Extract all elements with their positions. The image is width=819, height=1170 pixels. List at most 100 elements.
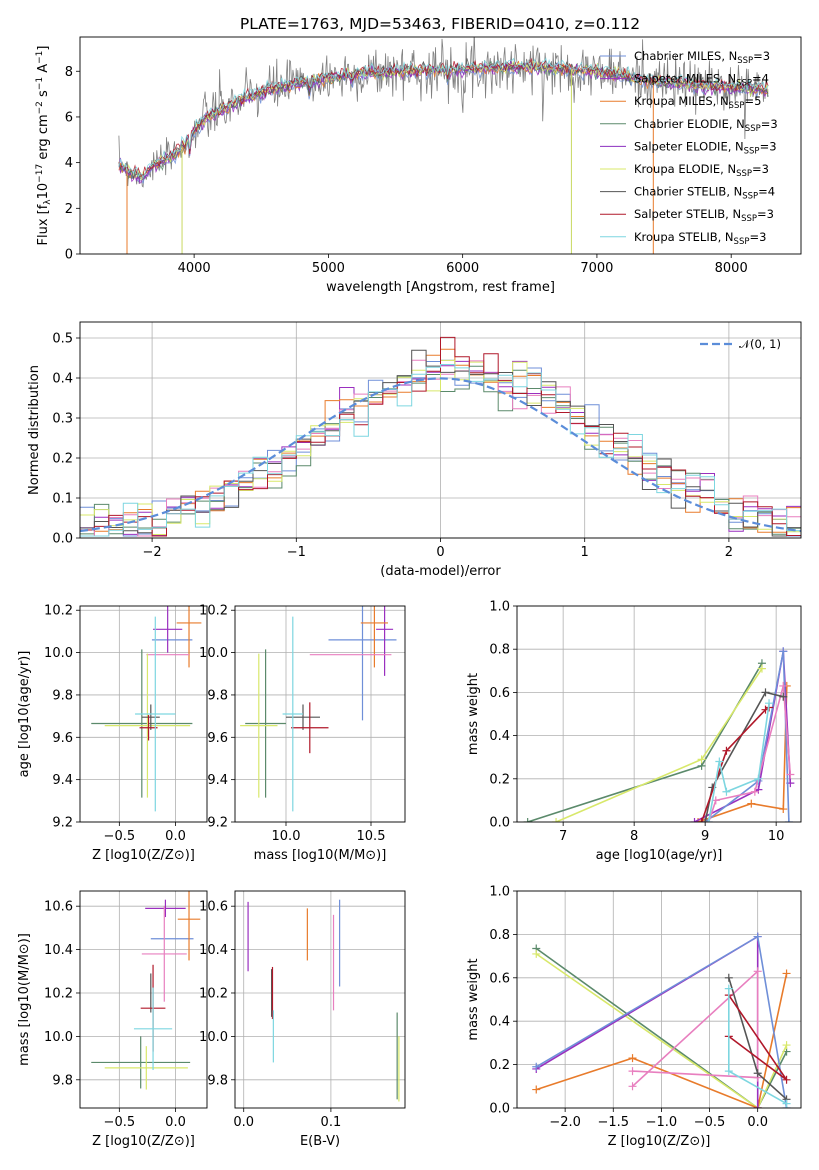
y-tick-label: 9.2: [207, 816, 228, 831]
legend-label-sub: SSP: [744, 146, 760, 156]
residual-histogram-step: [80, 364, 801, 537]
x-tick-label: 0.0: [165, 829, 186, 844]
x-axis-label: Z [log10(Z/Z⊙)]: [92, 848, 195, 863]
x-tick-label: 10: [768, 829, 785, 844]
legend-label-text: Kroupa STELIB, N: [634, 230, 734, 244]
y-tick-label: 6: [65, 110, 73, 125]
legend-label-sub: SSP: [741, 214, 757, 224]
mass-weight-point-marker: [779, 681, 788, 690]
y-tick-label: 10.6: [44, 900, 73, 915]
age-vs-Z-axes-frame: [79, 605, 208, 823]
y-axis-label-part: A: [36, 64, 51, 77]
x-tick-label: −2: [143, 545, 162, 560]
mass-weight-point-marker: [779, 805, 788, 814]
age-vs-mass-grid: [235, 606, 405, 823]
legend-label: Salpeter STELIB, NSSP=3: [634, 207, 774, 224]
weight-vs-Z-panel: −2.0 −1.5 −1.0 −0.5 0.0 0.0 0.2 0.4 0.6 0.8 1.0 Z […: [466, 885, 802, 1149]
y-axis-label-part: λ: [43, 199, 53, 205]
x-tick-label: 8: [630, 829, 638, 844]
mass-weight-point-marker: [782, 1099, 791, 1108]
x-tick-label: −0.5: [104, 1115, 136, 1130]
spectrum-plot-area: [118, 37, 769, 254]
model-spectrum-line: [118, 57, 769, 179]
mass-weight-point-marker: [628, 1082, 637, 1091]
x-axis-label: age [log10(age/yr)]: [596, 848, 723, 863]
y-tick-label: 0.2: [489, 772, 510, 787]
model-spectrum-line: [118, 57, 769, 177]
y-tick-label: 10.0: [44, 646, 73, 661]
normal-distribution-curve: [80, 377, 801, 533]
legend-label-sub: SSP: [742, 192, 758, 202]
legend-label-suffix: =3: [753, 49, 770, 63]
figure-title: PLATE=1763, MJD=53463, FIBERID=0410, z=0…: [240, 15, 640, 33]
mass-weight-point-marker: [722, 746, 731, 755]
mass-weight-point-marker: [552, 818, 561, 822]
legend-label-sub: SSP: [737, 56, 753, 66]
legend-label-text: Kroupa ELODIE, N: [634, 162, 736, 176]
mass-weight-point-marker: [724, 984, 733, 993]
mass-weight-series-line: [536, 973, 788, 1108]
legend-label-suffix: =3: [757, 207, 774, 221]
x-axis-label: (data-model)/error: [380, 564, 501, 579]
mass-vs-Z-axes-frame: [79, 890, 208, 1109]
x-tick-label: 6000: [446, 261, 479, 276]
legend-label-suffix: =5: [744, 94, 761, 108]
y-tick-label: 4: [65, 156, 73, 171]
age-vs-Z-axes: −0.5 0.0 9.2 9.4 9.6 9.8 10.0 10.2 Z [log10(Z/Z⊙…: [17, 604, 208, 863]
legend-label-suffix: =3: [760, 139, 777, 153]
y-axis-label-part: −17: [35, 164, 45, 183]
y-tick-label: 9.6: [52, 731, 73, 746]
weight-vs-Z-plot-area: [532, 932, 791, 1108]
mass-weight-point-marker: [784, 818, 793, 822]
x-tick-label: 7: [559, 829, 567, 844]
mass-weight-point-marker: [750, 787, 759, 796]
residuals-panel: −2 −1 0 1 2 0.0 0.1 0.2 0.3 0.4 0.5 (data-model)/er…: [27, 321, 802, 579]
y-tick-label: 0.6: [489, 686, 510, 701]
legend-label: Chabrier STELIB, NSSP=4: [634, 185, 775, 202]
y-tick-label: 0.0: [489, 1102, 510, 1117]
mass-vs-Z-axes: −0.5 0.0 9.8 10.0 10.2 10.4 10.6 Z [log10(Z/Z⊙)…: [17, 890, 208, 1149]
y-axis-label: Flux [fλ10−17 erg cm−2 s−1 A−1]: [35, 46, 53, 246]
x-tick-label: 1: [581, 545, 589, 560]
mass-vs-ebv-panel: 0.0 0.1 9.8 10.0 10.2 10.4 10.6 E(B-V): [199, 890, 406, 1149]
mass-vs-ebv-plot-area: [247, 899, 400, 1102]
y-tick-label: 0: [65, 248, 73, 263]
mass-weight-point-marker: [628, 1067, 637, 1076]
x-tick-label: 0: [436, 545, 444, 560]
age-vs-mass-plot-area: [240, 606, 397, 812]
y-axis-label-part: −1: [35, 51, 45, 64]
y-tick-label: 10.2: [199, 986, 228, 1001]
y-tick-label: 0.4: [52, 372, 73, 387]
x-tick-label: 0.0: [233, 1115, 254, 1130]
x-tick-label: −1.0: [646, 1115, 678, 1130]
y-axis-label-part: ]: [36, 46, 51, 51]
legend-label-suffix: =3: [761, 117, 778, 131]
y-tick-label: 0.5: [52, 332, 73, 347]
mass-weight-series-line: [707, 703, 770, 822]
y-tick-label: 10.4: [44, 943, 73, 958]
mass-weight-point-marker: [765, 699, 774, 708]
mass-weight-point-marker: [690, 818, 699, 822]
mass-weight-point-marker: [532, 1062, 541, 1071]
mass-weight-point-marker: [628, 1054, 637, 1063]
x-tick-label: 0.0: [165, 1115, 186, 1130]
y-tick-label: 9.2: [52, 816, 73, 831]
legend-label-suffix: =3: [752, 162, 769, 176]
y-tick-label: 0.6: [489, 971, 510, 986]
mass-weight-series-line: [631, 969, 759, 1087]
y-tick-label: 9.4: [52, 773, 73, 788]
x-tick-label: 2: [725, 545, 733, 560]
mass-weight-series-line: [704, 651, 790, 822]
legend-label-suffix: =4: [758, 185, 775, 199]
y-tick-label: 2: [65, 202, 73, 217]
age-vs-Z-panel: −0.5 0.0 9.2 9.4 9.6 9.8 10.0 10.2 Z [log10(Z/Z⊙…: [17, 604, 208, 863]
y-tick-label: 0.2: [489, 1058, 510, 1073]
mass-weight-point-marker: [724, 973, 733, 982]
x-tick-label: −1: [287, 545, 306, 560]
y-axis-label: mass weight: [466, 958, 481, 1040]
legend-label: Salpeter MILES, NSSP=4: [634, 72, 769, 89]
mass-weight-point-marker: [782, 1041, 791, 1050]
y-tick-label: 10.4: [199, 943, 228, 958]
mass-weight-point-marker: [757, 664, 766, 673]
x-tick-label: 8000: [715, 261, 748, 276]
